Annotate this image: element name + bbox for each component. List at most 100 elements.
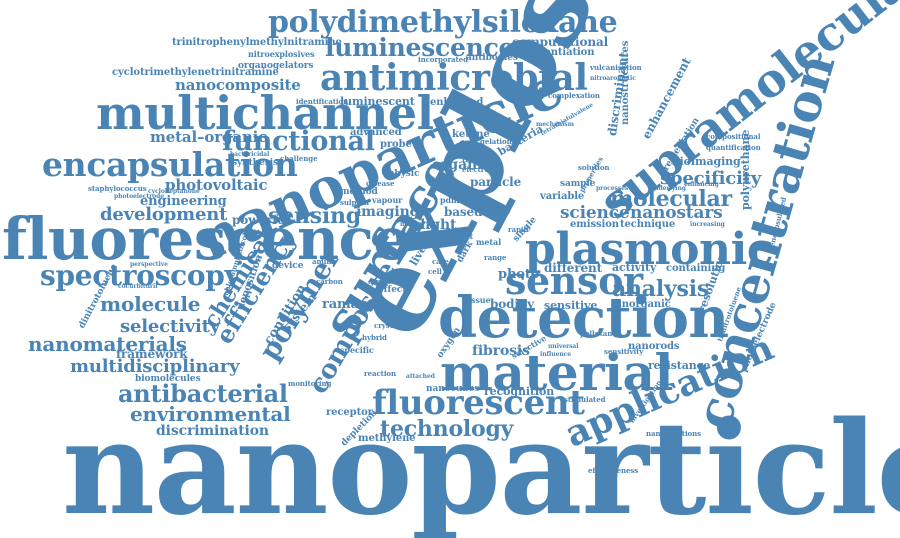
word-nanorods: nanorods bbox=[628, 341, 680, 352]
word-polyurethane: polyurethane bbox=[739, 129, 752, 210]
word-luminescent: luminescent bbox=[340, 95, 415, 108]
word-environmental: environmental bbox=[130, 402, 291, 426]
word-bactericidal: bactericidal bbox=[230, 151, 270, 158]
word-nanomaterials: nanomaterials bbox=[28, 332, 187, 356]
word-cycloheptanone: cycloheptanone bbox=[148, 188, 200, 195]
word-powerful: powerful bbox=[232, 213, 291, 227]
word-challenge: challenge bbox=[280, 154, 318, 163]
word-care: care bbox=[432, 257, 449, 266]
word-crystal: crystal bbox=[374, 321, 400, 330]
word-identification: identification bbox=[296, 97, 349, 106]
word-detection: detection bbox=[438, 285, 729, 351]
word-device: device bbox=[272, 261, 304, 271]
word-amine: amine bbox=[312, 257, 336, 266]
word-probe: probe bbox=[380, 139, 412, 150]
word-selectivity: selectivity bbox=[120, 316, 221, 337]
word-metal-organic: metal–organic bbox=[150, 128, 268, 146]
word-stimulated: stimulated bbox=[564, 395, 606, 404]
word-monitoring: monitoring bbox=[288, 379, 332, 388]
word-direct: direct bbox=[368, 277, 391, 286]
word-energy: energy bbox=[478, 205, 512, 215]
word-vapour: vapour bbox=[372, 195, 403, 205]
word-range: range bbox=[484, 253, 507, 262]
word-solution: solution bbox=[578, 163, 610, 172]
word-pdms: pdms bbox=[440, 195, 464, 205]
word-physic: physic bbox=[388, 169, 420, 179]
word-cocurbituril: cocurbituril bbox=[118, 283, 158, 290]
word-hybrid: hybrid bbox=[362, 333, 387, 342]
word-containing: containing bbox=[666, 263, 726, 274]
word-based: based bbox=[444, 205, 483, 219]
word-sample: sample bbox=[560, 179, 596, 189]
word-ketone: ketone bbox=[452, 129, 490, 140]
word-discrimination: discrimination bbox=[156, 423, 269, 439]
word-compositional: compositional bbox=[706, 132, 761, 141]
word-matter: matter bbox=[400, 221, 423, 228]
word-carbon: carbon bbox=[316, 277, 343, 286]
word-universal: universal bbox=[548, 343, 579, 350]
word-molecular: molecular bbox=[610, 186, 732, 212]
word-polydimethylsiloxane: polydimethylsiloxane bbox=[268, 5, 618, 40]
word-resistance: resistance bbox=[648, 359, 711, 372]
word-specificity: specificity bbox=[660, 168, 762, 189]
word-technique: technique bbox=[620, 219, 676, 230]
word-enhancing: enhancing bbox=[684, 181, 719, 188]
word-visible: visible bbox=[392, 231, 414, 238]
word-particle: particle bbox=[470, 175, 522, 189]
word-organogelators: organogelators bbox=[238, 61, 314, 71]
word-quantification: quantification bbox=[706, 143, 761, 152]
word-multidisciplinary: multidisciplinary bbox=[70, 356, 240, 377]
word-nitroexplosives: nitroexplosives bbox=[248, 49, 315, 59]
word-nanocubes: nanocubes bbox=[426, 384, 480, 394]
word-staphylococcus: staphylococcus bbox=[88, 184, 147, 193]
word-fluorescence: fluorescence bbox=[2, 205, 410, 273]
word-methylene: methylene bbox=[358, 433, 416, 444]
word-activity: activity bbox=[612, 261, 657, 274]
word-spectroscopy: spectroscopy bbox=[40, 259, 241, 292]
word-functional: functional bbox=[222, 126, 375, 157]
word-light: light bbox=[420, 217, 457, 233]
word-cyclotrimethylenetrinitramine: cyclotrimethylenetrinitramine bbox=[112, 67, 279, 78]
word-vulcanisation: vulcanisation bbox=[590, 63, 642, 72]
word-engineering: engineering bbox=[140, 194, 227, 209]
word-encapsulation: encapsulation bbox=[42, 145, 298, 184]
word-photo: photo bbox=[498, 267, 540, 282]
word-variable: variable bbox=[540, 191, 585, 202]
word-nanostars: nanostars bbox=[630, 203, 723, 223]
word-rapid: rapid bbox=[508, 225, 529, 234]
word-enhanced: enhanced bbox=[430, 97, 484, 108]
word-biomolecules: biomolecules bbox=[135, 374, 201, 384]
word-framework: framework bbox=[116, 347, 188, 361]
word-increasing: increasing bbox=[690, 221, 725, 228]
word-electron: electron bbox=[462, 165, 494, 174]
word-perspective: perspective bbox=[130, 261, 168, 268]
word-raman: raman bbox=[322, 297, 369, 312]
word-cell: cell bbox=[428, 267, 442, 276]
word-antimicrobial: antimicrobial bbox=[320, 57, 588, 99]
word-multichannel: multichannel bbox=[96, 86, 434, 140]
word-receptor: receptor bbox=[326, 407, 373, 418]
word-plasmonic: plasmonic bbox=[525, 224, 774, 275]
word-computational: computational bbox=[512, 35, 609, 49]
word-point: point bbox=[450, 231, 474, 241]
word-analysis: analysis bbox=[612, 276, 710, 302]
word-specific: specific bbox=[340, 345, 374, 355]
word-issue: issue bbox=[468, 295, 491, 305]
word-photovoltaic: photovoltaic bbox=[165, 176, 268, 194]
word-reaction: reaction bbox=[364, 369, 397, 378]
word-effect: effect bbox=[378, 285, 407, 295]
word-influence: influence bbox=[540, 351, 571, 358]
word-disease: disease bbox=[366, 179, 395, 188]
word-underlying: underlying bbox=[650, 185, 686, 192]
word-metal: metal bbox=[476, 237, 502, 247]
word-bioimaging: bioimaging bbox=[672, 155, 741, 168]
word-nitroaromatic: nitroaromatic bbox=[590, 75, 636, 82]
word-recognition: recognition bbox=[484, 385, 555, 398]
word-incorporated: incorporated bbox=[418, 55, 468, 64]
word-imaging: imaging bbox=[356, 204, 420, 220]
word-different: different bbox=[544, 261, 603, 275]
word-inorganic: inorganic bbox=[618, 299, 671, 310]
word-organic: organic bbox=[432, 157, 491, 173]
